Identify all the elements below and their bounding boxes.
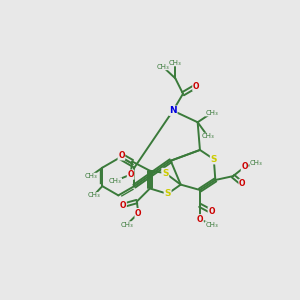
Text: S: S <box>162 169 169 178</box>
Text: O: O <box>197 215 203 224</box>
Text: O: O <box>193 82 199 91</box>
Text: CH₃: CH₃ <box>87 192 100 198</box>
Text: N: N <box>169 106 177 115</box>
Text: O: O <box>135 208 142 217</box>
Text: S: S <box>164 189 171 198</box>
Text: CH₃: CH₃ <box>109 178 122 184</box>
Text: S: S <box>211 155 217 164</box>
Text: CH₃: CH₃ <box>157 64 169 70</box>
Text: CH₃: CH₃ <box>84 173 97 179</box>
Text: CH₃: CH₃ <box>205 110 218 116</box>
Text: CH₃: CH₃ <box>201 133 214 139</box>
Text: CH₃: CH₃ <box>250 160 262 166</box>
Text: O: O <box>208 207 215 216</box>
Text: CH₃: CH₃ <box>205 222 218 228</box>
Text: O: O <box>242 162 248 171</box>
Text: O: O <box>120 201 126 210</box>
Text: CH₃: CH₃ <box>169 60 182 66</box>
Text: O: O <box>118 151 125 160</box>
Text: CH₃: CH₃ <box>120 222 133 228</box>
Text: O: O <box>128 170 134 179</box>
Text: O: O <box>239 179 246 188</box>
